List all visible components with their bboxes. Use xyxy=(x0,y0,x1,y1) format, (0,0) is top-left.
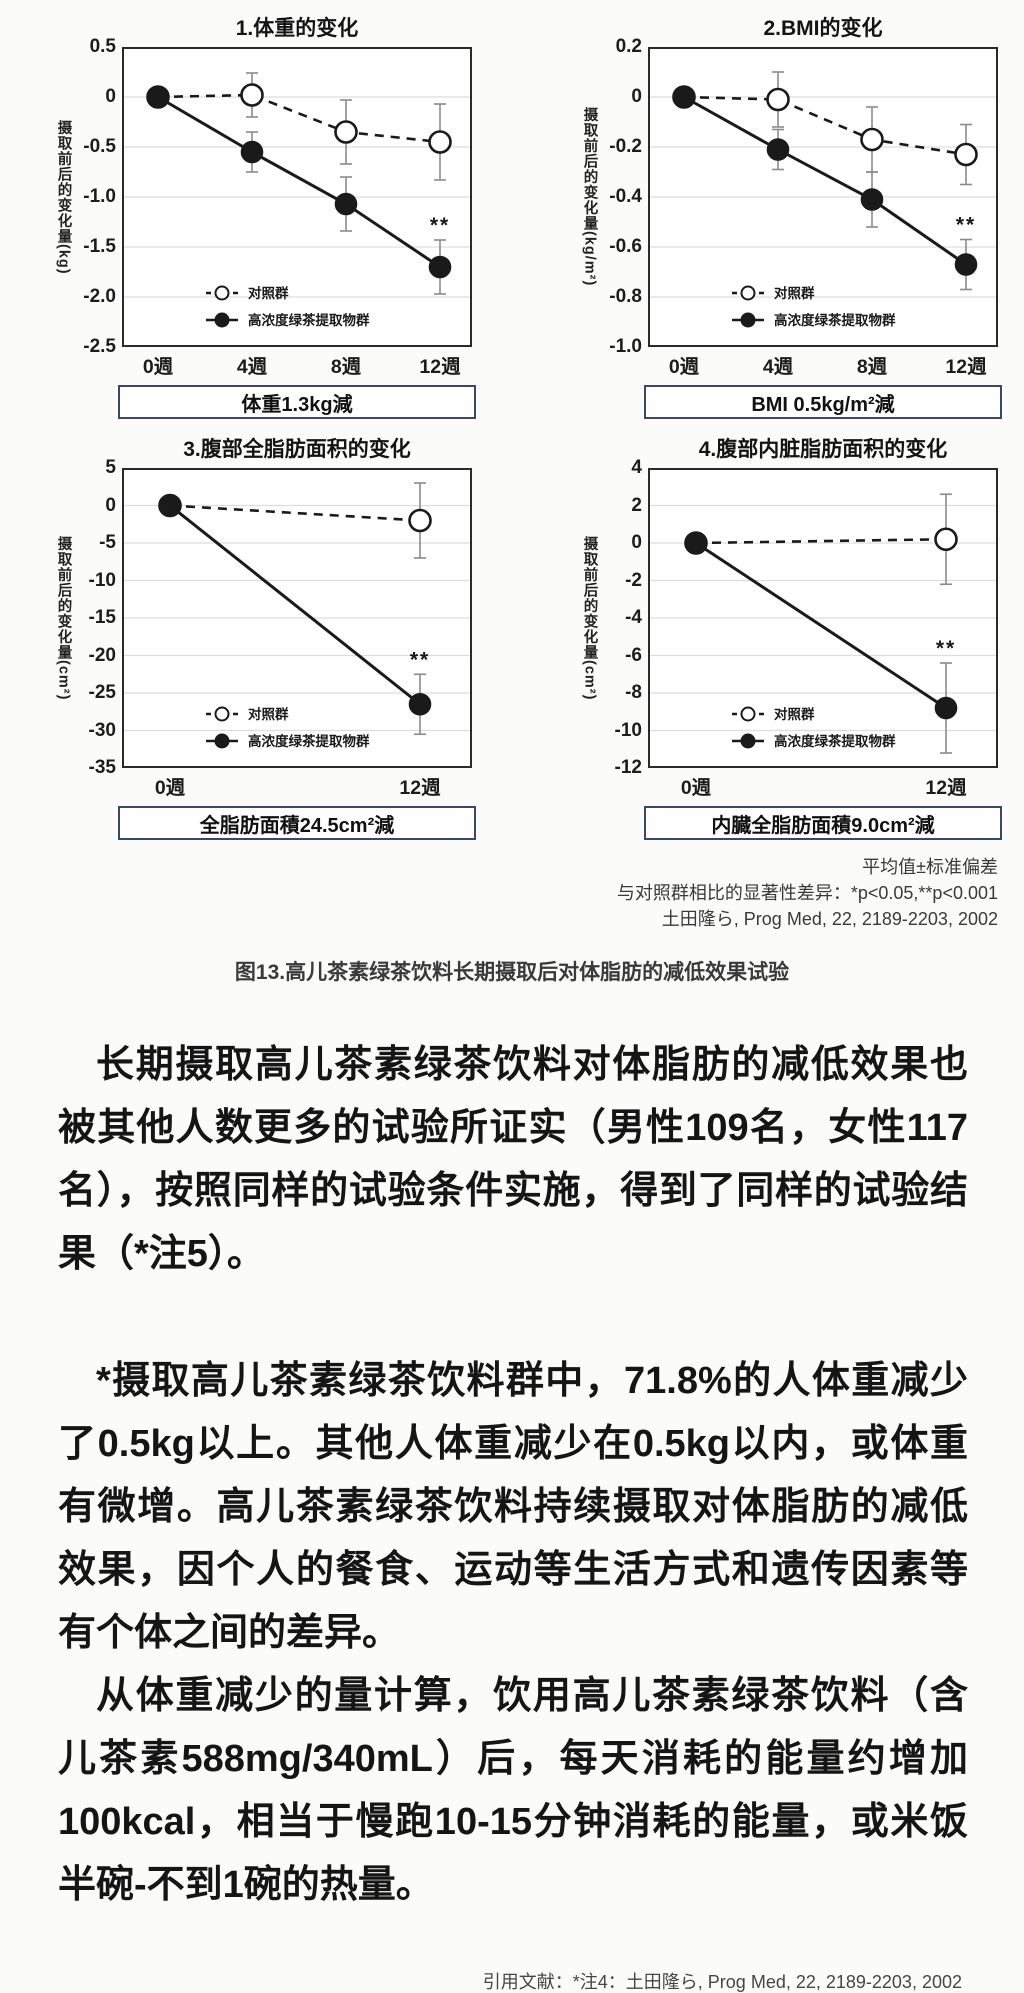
x-tick-label: 0週 xyxy=(154,777,186,799)
y-tick-label: -35 xyxy=(88,757,116,778)
summary-box: BMI 0.5kg/m²減 xyxy=(644,385,1002,419)
y-tick-label: -15 xyxy=(88,607,116,628)
y-axis-title: 摄取前后的变化量(cm²) xyxy=(581,535,598,701)
y-tick-label: -5 xyxy=(99,532,116,553)
y-tick-label: -20 xyxy=(88,644,116,666)
paragraph-1: 长期摄取高儿茶素绿茶饮料对体脂肪的减低效果也被其他人数更多的试验所证实（男性10… xyxy=(58,1044,968,1275)
x-tick-label: 0週 xyxy=(142,356,174,378)
y-tick-label: -10 xyxy=(88,569,116,591)
x-tick-label: 4週 xyxy=(236,356,268,378)
svg-text:高浓度绿茶提取物群: 高浓度绿茶提取物群 xyxy=(774,733,896,749)
y-axis-ticks: 5 0 -5 -10 -15 -20 -25 -30 -35 xyxy=(76,457,122,778)
y-axis-title: 摄取前后的变化量(kg/m²) xyxy=(581,107,598,287)
y-axis-ticks: 0.2 0 -0.2 -0.4 -0.6 -0.8 -1.0 xyxy=(602,36,648,357)
svg-text:对照群: 对照群 xyxy=(248,285,289,301)
y-tick-label: 0 xyxy=(631,86,642,107)
body-text: 长期摄取高儿茶素绿茶饮料对体脂肪的减低效果也被其他人数更多的试验所证实（男性10… xyxy=(58,1034,968,1917)
x-axis-ticks: 0週 12週 xyxy=(122,768,472,799)
y-tick-label: -1.0 xyxy=(609,336,642,357)
y-tick-label: -0.5 xyxy=(83,136,116,157)
chart-title: 4.腹部内脏脂肪面积的变化 xyxy=(698,438,948,461)
y-tick-label: -25 xyxy=(88,682,116,703)
x-tick-label: 0週 xyxy=(680,777,712,799)
y-tick-label: 0 xyxy=(105,494,116,516)
y-tick-label: 5 xyxy=(105,457,116,478)
x-tick-label: 12週 xyxy=(925,777,967,799)
chart-total-fat-area-change: 3.腹部全脂肪面积的变化 摄取前后的变化量(cm²) 5 0 -5 -10 -15 -20… xyxy=(52,433,476,840)
summary-box: 内臓全脂肪面積9.0cm²減 xyxy=(644,806,1002,840)
y-tick-label: -0.6 xyxy=(609,236,642,257)
y-tick-label: -12 xyxy=(614,757,642,778)
y-tick-label: -2.0 xyxy=(83,286,116,307)
svg-text:高浓度绿茶提取物群: 高浓度绿茶提取物群 xyxy=(248,733,370,749)
citation-note4: 引用文献：*注4：土田隆ら, Prog Med, 22, 2189-2203, … xyxy=(482,1972,962,1992)
figure-caption: 图13.高儿茶素绿茶饮料长期摄取后对体脂肪的减低效果试验 xyxy=(234,961,790,984)
paragraph-2: *摄取高儿茶素绿茶饮料群中，71.8%的人体重减少了0.5kg以上。其他人体重减… xyxy=(58,1360,968,1654)
x-tick-label: 12週 xyxy=(419,356,461,378)
paragraph-3: 从体重减少的量计算，饮用高儿茶素绿茶饮料（含儿茶素588mg/340mL）后，每… xyxy=(58,1675,968,1906)
y-axis-ticks: 0.5 0 -0.5 -1.0 -1.5 -2.0 -2.5 xyxy=(76,36,122,357)
citations: 引用文献：*注4：土田隆ら, Prog Med, 22, 2189-2203, … xyxy=(0,1969,1024,1993)
figure-charts-grid: 1.体重的变化 摄取前后的变化量(kg) 0.5 0 -0.5 -1.0 -1.5 -2.… xyxy=(0,0,1024,840)
svg-text:**: ** xyxy=(430,214,450,237)
x-axis-ticks: 0週 12週 xyxy=(648,768,998,799)
svg-text:对照群: 对照群 xyxy=(774,706,815,722)
y-axis-ticks: 4 2 0 -2 -4 -6 -8 -10 -12 xyxy=(602,457,648,778)
y-tick-label: 0 xyxy=(631,532,642,553)
chart-title: 1.体重的变化 xyxy=(235,17,359,40)
figure-notes: 平均值±标准偏差 与对照群相比的显著性差异：*p<0.05,**p<0.001 … xyxy=(0,854,1024,932)
y-tick-label: 0.2 xyxy=(615,36,642,57)
y-tick-label: -30 xyxy=(88,719,116,741)
chart-title: 3.腹部全脂肪面积的变化 xyxy=(183,438,411,461)
x-tick-label: 8週 xyxy=(330,356,362,378)
note-significance: 与对照群相比的显著性差异：*p<0.05,**p<0.001 xyxy=(616,883,998,903)
chart-title: 2.BMI的变化 xyxy=(763,17,883,40)
y-tick-label: 2 xyxy=(631,494,642,516)
summary-box: 体重1.3kg減 xyxy=(118,385,476,419)
svg-text:高浓度绿茶提取物群: 高浓度绿茶提取物群 xyxy=(774,312,896,328)
y-tick-label: -0.8 xyxy=(609,286,642,307)
note-reference: 土田隆ら, Prog Med, 22, 2189-2203, 2002 xyxy=(661,909,998,929)
x-axis-ticks: 0週 4週 8週 12週 xyxy=(122,347,472,378)
y-tick-label: 4 xyxy=(631,457,642,478)
svg-text:**: ** xyxy=(936,637,956,660)
x-tick-label: 8週 xyxy=(856,356,888,378)
y-tick-label: -1.0 xyxy=(83,186,116,207)
y-tick-label: 0 xyxy=(105,86,116,107)
y-axis-title: 摄取前后的变化量(cm²) xyxy=(55,535,72,701)
note-mean-sd: 平均值±标准偏差 xyxy=(862,857,998,877)
chart-weight-change: 1.体重的变化 摄取前后的变化量(kg) 0.5 0 -0.5 -1.0 -1.5 -2.… xyxy=(52,12,476,419)
svg-text:对照群: 对照群 xyxy=(774,285,815,301)
x-tick-label: 0週 xyxy=(668,356,700,378)
x-tick-label: 4週 xyxy=(762,356,794,378)
y-tick-label: -8 xyxy=(625,682,642,703)
y-tick-label: -2.5 xyxy=(83,336,116,357)
x-tick-label: 12週 xyxy=(945,356,987,378)
y-tick-label: -2 xyxy=(625,569,642,591)
y-tick-label: -0.2 xyxy=(609,136,642,157)
svg-text:**: ** xyxy=(410,648,430,671)
chart-visceral-fat-area-change: 4.腹部内脏脂肪面积的变化 摄取前后的变化量(cm²) 4 2 0 -2 -4 -6 -8 -… xyxy=(578,433,1002,840)
y-axis-title: 摄取前后的变化量(kg) xyxy=(55,119,72,275)
y-tick-label: -6 xyxy=(625,644,642,666)
y-tick-label: 0.5 xyxy=(89,36,116,57)
y-tick-label: -1.5 xyxy=(83,236,116,257)
svg-text:对照群: 对照群 xyxy=(248,706,289,722)
x-axis-ticks: 0週 4週 8週 12週 xyxy=(648,347,998,378)
y-tick-label: -10 xyxy=(614,719,642,741)
summary-box: 全脂肪面積24.5cm²減 xyxy=(118,806,476,840)
y-tick-label: -0.4 xyxy=(609,186,642,207)
chart-bmi-change: 2.BMI的变化 摄取前后的变化量(kg/m²) 0.2 0 -0.2 -0.4 -0.… xyxy=(578,12,1002,419)
x-tick-label: 12週 xyxy=(399,777,441,799)
svg-text:高浓度绿茶提取物群: 高浓度绿茶提取物群 xyxy=(248,312,370,328)
y-tick-label: -4 xyxy=(625,607,642,628)
svg-text:**: ** xyxy=(956,214,976,237)
